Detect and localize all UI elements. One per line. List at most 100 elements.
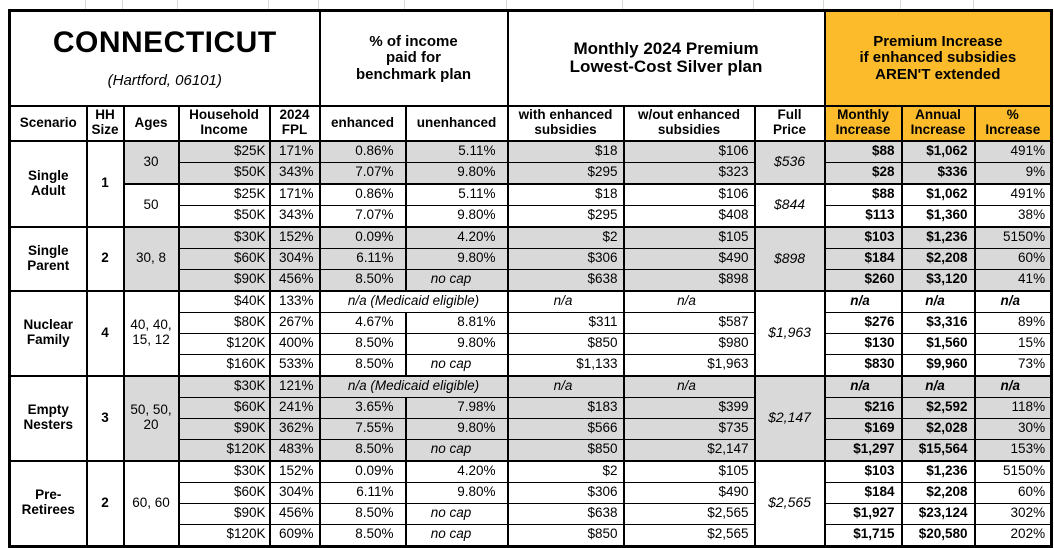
without-subsidies-cell: $490 — [622, 481, 756, 504]
with-subsidies-cell: $306 — [506, 247, 625, 270]
table-row: $60K 304% 6.11% 9.80% $306 $490 $184 $2,208 60% — [10, 247, 1053, 270]
enhanced-pct-cell: 8.50% — [318, 502, 407, 525]
table-row: 50 $25K 171% 0.86% 5.11% $18 $106 $844 $88 $1,062… — [10, 182, 1053, 228]
ages-cell: 50 — [122, 182, 180, 228]
monthly-increase-cell: $260 — [823, 268, 903, 292]
annual-increase-cell: n/a — [900, 374, 976, 398]
without-subsidies-cell: $2,565 — [622, 502, 756, 525]
annual-increase-cell: $1,236 — [900, 225, 976, 249]
without-subsidies-cell: $980 — [622, 332, 756, 355]
full-price-cell: $536 — [753, 139, 826, 185]
enhanced-pct-cell: 8.50% — [318, 268, 407, 292]
monthly-increase-cell: $1,927 — [823, 502, 903, 525]
pct-increase-cell: 118% — [973, 396, 1053, 419]
scenario-cell: Empty Nesters — [8, 374, 88, 462]
unenhanced-pct-cell: 4.20% — [404, 225, 509, 249]
enhanced-pct-cell: 3.65% — [318, 396, 407, 419]
with-subsidies-cell: $1,133 — [506, 353, 625, 377]
income-cell: $160K — [177, 353, 271, 377]
full-price-cell: $898 — [753, 225, 826, 292]
sheet-gridline — [622, 0, 623, 9]
monthly-increase-cell: $1,297 — [823, 438, 903, 462]
monthly-increase-cell: $216 — [823, 396, 903, 419]
fpl-cell: 171% — [268, 139, 321, 163]
monthly-increase-cell: n/a — [823, 374, 903, 398]
unenhanced-pct-cell: 5.11% — [404, 139, 509, 163]
enhanced-pct-cell: 8.50% — [318, 438, 407, 462]
fpl-cell: 456% — [268, 502, 321, 525]
col-header-monthly-increase: Monthly Increase — [823, 104, 903, 142]
state-name: CONNECTICUT — [52, 25, 277, 59]
table-row: $160K 533% 8.50% no cap $1,133 $1,963 $830 $9,9… — [10, 353, 1053, 377]
fpl-cell: 121% — [268, 374, 321, 398]
unenhanced-pct-cell: 9.80% — [404, 332, 509, 355]
group-header-increase: Premium Increase if enhanced subsidies A… — [823, 9, 1053, 107]
enhanced-pct-cell: 0.09% — [318, 225, 407, 249]
annual-increase-cell: $9,960 — [900, 353, 976, 377]
income-cell: $60K — [177, 481, 271, 504]
unenhanced-pct-cell: 8.81% — [404, 311, 509, 334]
income-cell: $90K — [177, 268, 271, 292]
annual-increase-cell: $2,592 — [900, 396, 976, 419]
pct-increase-cell: 491% — [973, 182, 1053, 206]
fpl-cell: 343% — [268, 204, 321, 228]
annual-increase-cell: $336 — [900, 161, 976, 185]
scenario-cell: Single Parent — [8, 225, 88, 292]
hh-size-cell: 2 — [85, 459, 125, 547]
with-subsidies-cell: $566 — [506, 417, 625, 440]
annual-increase-cell: $2,208 — [900, 481, 976, 504]
enhanced-pct-cell: 0.86% — [318, 182, 407, 206]
table-row: $50K 343% 7.07% 9.80% $295 $323 $28 $336 9% — [10, 161, 1053, 185]
full-price-cell: $2,565 — [753, 459, 826, 547]
income-cell: $30K — [177, 225, 271, 249]
enhanced-pct-cell: 7.07% — [318, 204, 407, 228]
table-row: Single Parent 2 30, 8 $30K 152% 0.09% 4.20% $2 $… — [8, 225, 1053, 292]
without-subsidies-cell: $490 — [622, 247, 756, 270]
without-subsidies-cell: $106 — [622, 139, 756, 163]
annual-increase-cell: $1,236 — [900, 459, 976, 483]
sheet-gridline — [85, 0, 86, 9]
income-cell: $80K — [177, 311, 271, 334]
pct-increase-cell: 60% — [973, 481, 1053, 504]
income-cell: $90K — [177, 502, 271, 525]
table-title: CONNECTICUT (Hartford, 06101) — [8, 9, 321, 107]
fpl-cell: 400% — [268, 332, 321, 355]
unenhanced-pct-cell: 4.20% — [404, 459, 509, 483]
pct-increase-cell: 60% — [973, 247, 1053, 270]
full-price-cell: $844 — [753, 182, 826, 228]
income-cell: $25K — [177, 139, 271, 163]
sheet-gridline — [973, 0, 974, 9]
monthly-increase-cell: n/a — [823, 289, 903, 313]
col-header-enhanced: enhanced — [318, 104, 407, 142]
without-subsidies-cell: $587 — [622, 311, 756, 334]
pct-increase-cell: 89% — [973, 311, 1053, 334]
unenhanced-pct-cell: no cap — [404, 438, 509, 462]
monthly-increase-cell: $130 — [823, 332, 903, 355]
col-header-pct-increase: % Increase — [973, 104, 1053, 142]
with-subsidies-cell: n/a — [506, 374, 625, 398]
fpl-cell: 609% — [268, 523, 321, 547]
ages-cell: 60, 60 — [122, 459, 180, 547]
without-subsidies-cell: $898 — [622, 268, 756, 292]
col-header-hh-size: HH Size — [85, 104, 125, 142]
hh-size-cell: 4 — [85, 289, 125, 377]
with-subsidies-cell: $2 — [506, 459, 625, 483]
monthly-increase-cell: $1,715 — [823, 523, 903, 547]
monthly-increase-cell: $103 — [823, 225, 903, 249]
income-cell: $90K — [177, 417, 271, 440]
enhanced-pct-cell: 6.11% — [318, 481, 407, 504]
fpl-cell: 152% — [268, 459, 321, 483]
fpl-cell: 152% — [268, 225, 321, 249]
table-row: Nuclear Family 4 40, 40, 15, 12 $40K 133% n/a… — [8, 289, 1053, 377]
enhanced-pct-cell: 7.07% — [318, 161, 407, 185]
income-cell: $50K — [177, 161, 271, 185]
pct-increase-cell: 302% — [973, 502, 1053, 525]
with-subsidies-cell: $183 — [506, 396, 625, 419]
fpl-cell: 533% — [268, 353, 321, 377]
with-subsidies-cell: $295 — [506, 204, 625, 228]
medicaid-note-cell: n/a (Medicaid eligible) — [318, 374, 509, 398]
unenhanced-pct-cell: no cap — [404, 502, 509, 525]
with-subsidies-cell: n/a — [506, 289, 625, 313]
enhanced-pct-cell: 8.50% — [318, 523, 407, 547]
pct-increase-cell: 15% — [973, 332, 1053, 355]
